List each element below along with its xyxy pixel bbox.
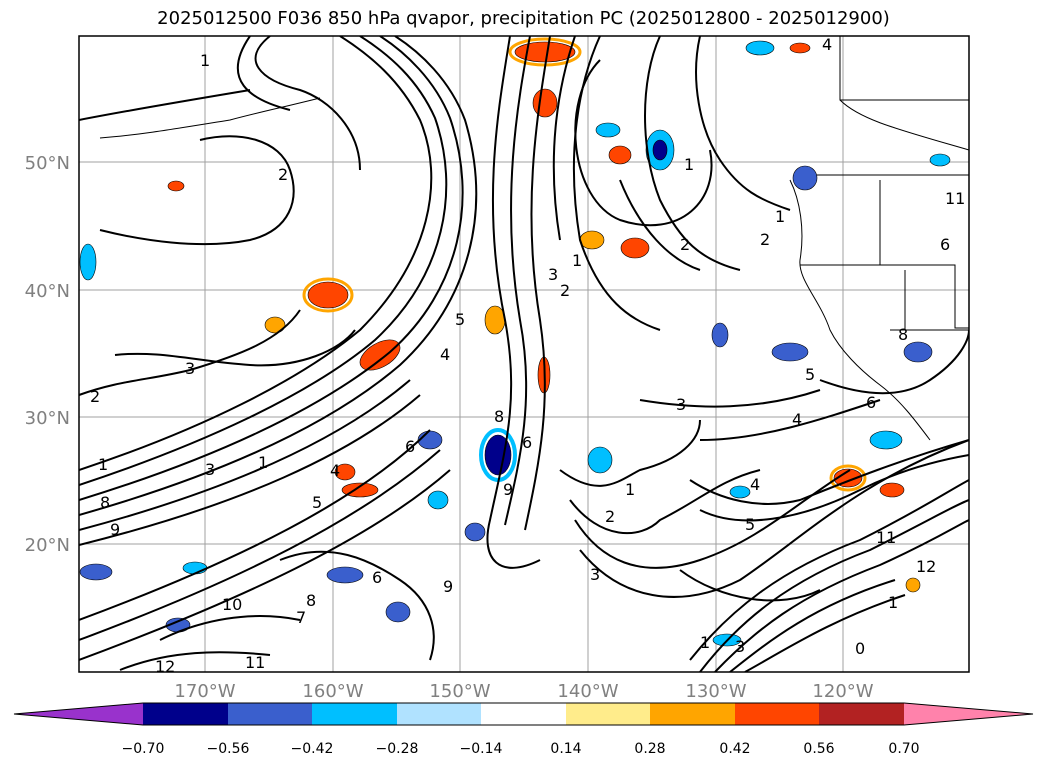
contour-label: 2 (605, 507, 615, 526)
contour-label: 2 (278, 165, 288, 184)
contour-label: 11 (945, 189, 965, 208)
colorbar-tick-label: 0.70 (888, 741, 919, 757)
contour-label: 1 (258, 453, 268, 472)
lon-tick-label: 150°W (429, 681, 490, 702)
colorbar-tick-label: −0.56 (207, 741, 250, 757)
contour-label: 4 (440, 345, 450, 364)
contour-label: 4 (822, 35, 832, 54)
plot-frame (78, 35, 970, 673)
lon-axis: 170°W 160°W 150°W 140°W 130°W 120°W (174, 681, 873, 702)
contour-label: 4 (792, 410, 802, 429)
contour-label: 10 (222, 595, 242, 614)
contour-label: 8 (100, 493, 110, 512)
contour-label: 6 (372, 568, 382, 587)
contour-label: 2 (760, 230, 770, 249)
contour-label: 3 (676, 395, 686, 414)
contour-label: 4 (750, 475, 760, 494)
colorbar-segment (397, 703, 481, 725)
colorbar-segment (312, 703, 397, 725)
contour-label: 9 (503, 480, 513, 499)
contour-label: 8 (494, 407, 504, 426)
contour-label: 5 (455, 310, 465, 329)
colorbar-segment (228, 703, 312, 725)
contour-label: 1 (98, 455, 108, 474)
contour-label: 1 (572, 251, 582, 270)
contour-label: 6 (405, 437, 415, 456)
contour-label: 11 (876, 528, 896, 547)
contour-label: 3 (205, 460, 215, 479)
contour-label: 9 (443, 577, 453, 596)
colorbar-segment (735, 703, 819, 725)
colorbar-segment (481, 703, 566, 725)
contour-label: 11 (245, 653, 265, 672)
contour-label: 5 (805, 365, 815, 384)
lat-tick-label: 50°N (25, 153, 70, 174)
contour-label: 3 (548, 265, 558, 284)
colorbar-outline (13, 702, 1034, 726)
colorbar-tick-label: 0.56 (803, 741, 834, 757)
contour-label: 1 (775, 207, 785, 226)
contour-label: 9 (110, 520, 120, 539)
contour-label: 5 (312, 493, 322, 512)
gridlines (79, 36, 969, 672)
contour-label: 12 (155, 657, 175, 676)
contour-label: 2 (680, 235, 690, 254)
coastlines (99, 36, 969, 441)
contour-label: 1 (888, 593, 898, 612)
colorbar-ticks: −0.70 −0.56 −0.42 −0.28 −0.14 0.14 0.28 … (122, 741, 920, 757)
colorbar-extend-max (904, 703, 1033, 725)
map-layers: 1 2 3 1 2 3 1 8 9 10 12 11 9 8 7 6 5 4 6… (79, 35, 969, 676)
lon-tick-label: 170°W (174, 681, 235, 702)
contour-label: 2 (90, 387, 100, 406)
contour-label: 3 (185, 359, 195, 378)
colorbar-tick-label: −0.14 (460, 741, 503, 757)
colorbar (13, 702, 1034, 726)
colorbar-segment (143, 703, 228, 725)
lat-tick-label: 20°N (25, 535, 70, 556)
contour-label: 3 (590, 565, 600, 584)
colorbar-tick-label: −0.70 (122, 741, 165, 757)
contour-label: 6 (866, 393, 876, 412)
lon-tick-label: 130°W (685, 681, 746, 702)
colorbar-tick-label: 0.14 (550, 741, 581, 757)
contour-label: 7 (296, 608, 306, 627)
contour-label: 5 (745, 515, 755, 534)
qvapor-contours (79, 36, 969, 672)
contour-label: 8 (898, 325, 908, 344)
contour-label: 2 (560, 281, 570, 300)
colorbar-segment (819, 703, 904, 725)
contour-label: 1 (625, 480, 635, 499)
contour-label: 0 (855, 639, 865, 658)
lat-tick-label: 40°N (25, 281, 70, 302)
contour-label: 1 (700, 633, 710, 652)
lat-tick-label: 30°N (25, 408, 70, 429)
lat-axis: 50°N 40°N 30°N 20°N (25, 153, 70, 556)
colorbar-tick-label: 0.42 (719, 741, 750, 757)
colorbar-segment (650, 703, 735, 725)
colorbar-tick-label: −0.28 (376, 741, 419, 757)
colorbar-segment (566, 703, 650, 725)
contour-label: 12 (916, 557, 936, 576)
colorbar-extend-min (14, 703, 143, 725)
colorbar-tick-label: 0.28 (634, 741, 665, 757)
contour-label: 1 (200, 51, 210, 70)
contour-label: 6 (940, 235, 950, 254)
contour-label: 6 (522, 433, 532, 452)
contour-labels: 1 2 3 1 2 3 1 8 9 10 12 11 9 8 7 6 5 4 6… (90, 35, 965, 676)
contour-label: 1 (684, 155, 694, 174)
lon-tick-label: 120°W (812, 681, 873, 702)
contour-label: 3 (735, 637, 745, 656)
contour-label: 8 (306, 591, 316, 610)
lon-tick-label: 160°W (302, 681, 363, 702)
lon-tick-label: 140°W (557, 681, 618, 702)
contour-label: 4 (330, 461, 340, 480)
map-title: 2025012500 F036 850 hPa qvapor, precipit… (157, 8, 890, 29)
colorbar-tick-label: −0.42 (291, 741, 334, 757)
